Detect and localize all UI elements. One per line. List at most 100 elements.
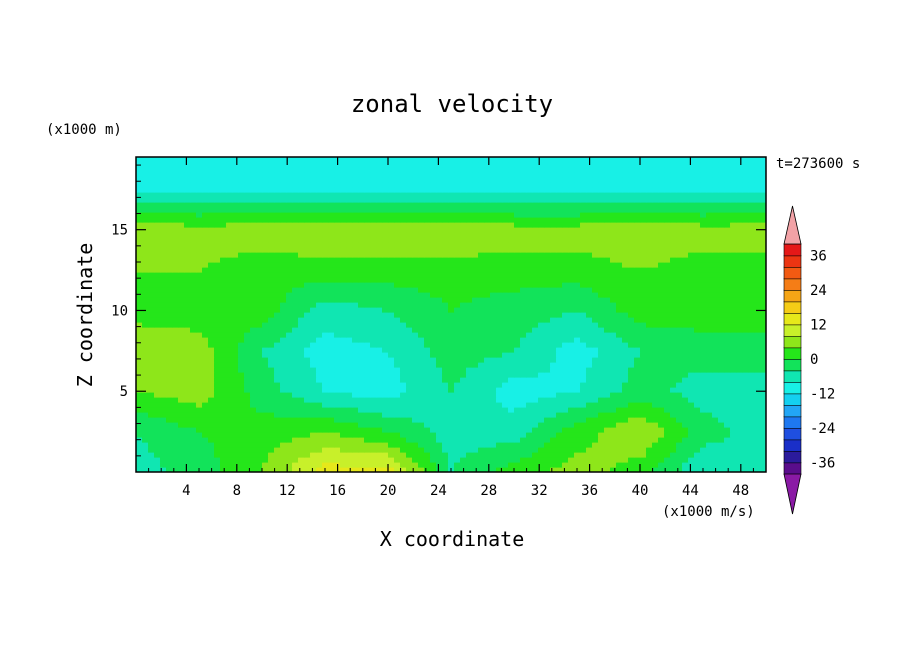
field-cell — [466, 422, 473, 428]
field-cell — [604, 437, 611, 443]
field-cell — [340, 397, 347, 403]
field-cell — [622, 337, 629, 343]
field-cell — [424, 347, 431, 353]
field-cell — [658, 462, 665, 468]
field-cell — [682, 312, 689, 318]
field-cell — [412, 432, 419, 438]
field-cell — [190, 407, 197, 413]
field-cell — [250, 247, 257, 253]
field-cell — [748, 442, 755, 448]
field-cell — [670, 437, 677, 443]
field-cell — [502, 367, 509, 373]
field-cell — [238, 282, 245, 288]
field-cell — [634, 397, 641, 403]
field-cell — [190, 422, 197, 428]
field-cell — [532, 257, 539, 263]
field-cell — [268, 447, 275, 453]
field-cell — [442, 357, 449, 363]
field-cell — [424, 397, 431, 403]
field-cell — [484, 232, 491, 238]
field-cell — [484, 302, 491, 308]
field-cell — [514, 407, 521, 413]
field-cell — [724, 237, 731, 243]
field-cell — [640, 337, 647, 343]
field-cell — [334, 387, 341, 393]
field-cell — [514, 377, 521, 383]
field-cell — [478, 397, 485, 403]
field-cell — [244, 242, 251, 248]
field-cell — [646, 457, 653, 463]
field-cell — [460, 432, 467, 438]
field-cell — [544, 347, 551, 353]
field-cell — [496, 432, 503, 438]
field-cell — [676, 362, 683, 368]
field-cell — [148, 447, 155, 453]
field-cell — [718, 392, 725, 398]
field-cell — [730, 392, 737, 398]
field-cell — [538, 452, 545, 458]
field-cell — [172, 382, 179, 388]
field-cell — [304, 437, 311, 443]
field-cell — [676, 452, 683, 458]
field-cell — [292, 387, 299, 393]
field-cell — [556, 412, 563, 418]
field-cell — [610, 402, 617, 408]
field-cell — [190, 322, 197, 328]
field-cell — [436, 402, 443, 408]
field-cell — [484, 422, 491, 428]
field-cell — [478, 242, 485, 248]
field-cell — [604, 432, 611, 438]
field-cell — [334, 412, 341, 418]
field-cell — [322, 352, 329, 358]
field-cell — [592, 377, 599, 383]
field-cell — [706, 342, 713, 348]
field-cell — [538, 362, 545, 368]
field-cell — [544, 352, 551, 358]
field-cell — [436, 252, 443, 258]
field-cell — [466, 442, 473, 448]
field-cell — [478, 297, 485, 303]
field-cell — [430, 387, 437, 393]
field-cell — [628, 337, 635, 343]
field-cell — [232, 362, 239, 368]
field-cell — [580, 367, 587, 373]
field-cell — [160, 467, 167, 472]
field-cell — [592, 397, 599, 403]
field-cell — [346, 432, 353, 438]
field-cell — [250, 307, 257, 313]
field-cell — [490, 422, 497, 428]
field-cell — [496, 417, 503, 423]
field-cell — [706, 327, 713, 333]
field-cell — [226, 292, 233, 298]
field-cell — [256, 317, 263, 323]
field-cell — [496, 377, 503, 383]
field-cell — [244, 422, 251, 428]
field-cell — [136, 432, 143, 438]
field-cell — [352, 297, 359, 303]
field-cell — [184, 367, 191, 373]
field-cell — [172, 452, 179, 458]
field-cell — [484, 272, 491, 278]
field-cell — [550, 437, 557, 443]
field-cell — [502, 427, 509, 433]
field-cell — [220, 362, 227, 368]
field-cell — [688, 277, 695, 283]
field-cell — [328, 347, 335, 353]
field-cell — [304, 277, 311, 283]
field-cell — [658, 442, 665, 448]
field-cell — [628, 282, 635, 288]
field-cell — [742, 382, 749, 388]
field-cell — [136, 427, 143, 433]
field-cell — [292, 342, 299, 348]
field-cell — [220, 352, 227, 358]
field-cell — [214, 232, 221, 238]
field-cell — [244, 327, 251, 333]
field-cell — [568, 337, 575, 343]
field-cell — [430, 317, 437, 323]
field-cell — [442, 302, 449, 308]
field-cell — [562, 427, 569, 433]
field-cell — [646, 257, 653, 263]
field-cell — [286, 377, 293, 383]
field-cell — [298, 262, 305, 268]
field-cell — [148, 452, 155, 458]
